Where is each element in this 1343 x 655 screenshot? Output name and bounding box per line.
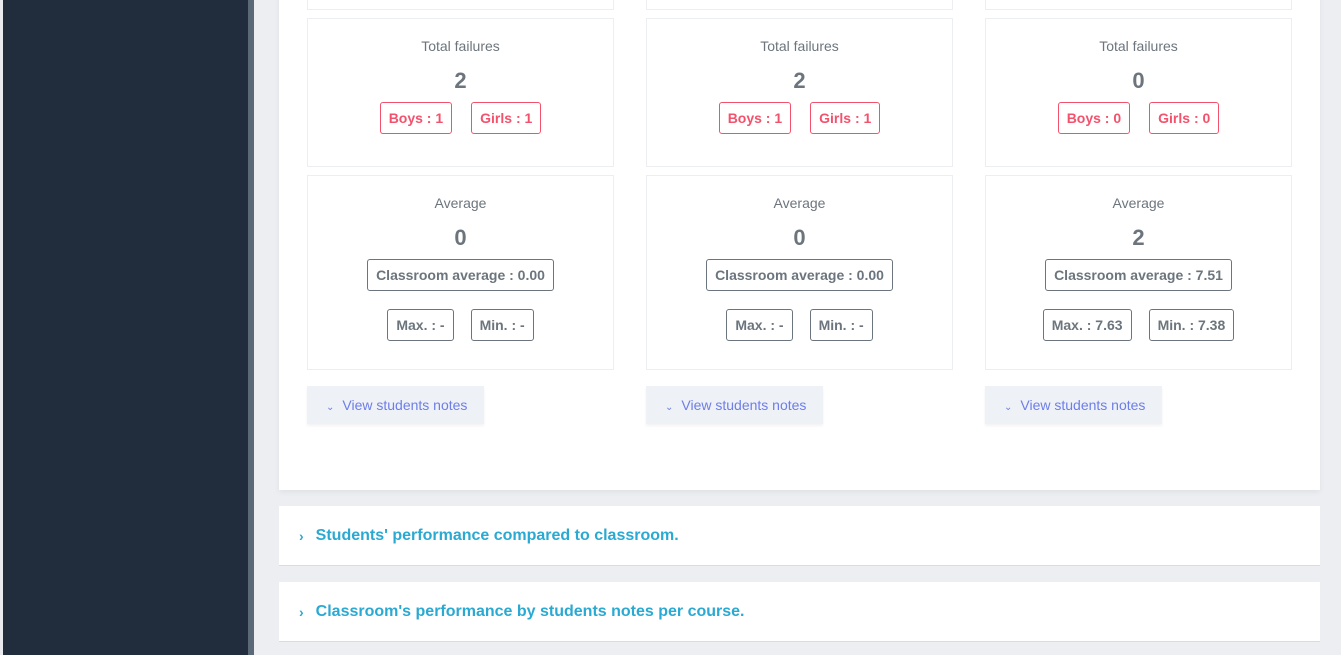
average-label: Average <box>773 195 826 211</box>
min-badge: Min. : - <box>809 309 873 341</box>
accordion-classroom-performance[interactable]: › Classroom's performance by students no… <box>279 582 1320 642</box>
max-badge: Max. : 7.63 <box>1042 309 1132 341</box>
stat-box <box>307 0 614 10</box>
classroom-average-badge: Classroom average : 0.00 <box>706 259 893 291</box>
classroom-average-badge: Classroom average : 7.51 <box>1045 259 1232 291</box>
girls-badge: Girls : 1 <box>810 102 881 134</box>
view-students-notes-button[interactable]: ⌄ View students notes <box>307 386 485 424</box>
sidebar-scrollbar[interactable] <box>248 0 254 655</box>
view-students-notes-button[interactable]: ⌄ View students notes <box>985 386 1163 424</box>
failures-value: 0 <box>1132 68 1145 93</box>
average-label: Average <box>1112 195 1165 211</box>
failures-label: Total failures <box>760 38 839 54</box>
average-label: Average <box>434 195 487 211</box>
average-value: 0 <box>793 225 806 250</box>
girls-badge: Girls : 1 <box>471 102 542 134</box>
girls-badge: Girls : 0 <box>1149 102 1220 134</box>
max-badge: Max. : - <box>726 309 793 341</box>
view-students-notes-button[interactable]: ⌄ View students notes <box>646 386 824 424</box>
page-edge <box>1341 0 1343 655</box>
average-box: Average 0 Classroom average : 0.00 Max. … <box>307 175 614 370</box>
accordion-title: Students' performance compared to classr… <box>315 526 679 544</box>
chevron-right-icon: › <box>299 527 304 544</box>
failures-label: Total failures <box>421 38 500 54</box>
accordion-students-performance[interactable]: › Students' performance compared to clas… <box>279 506 1320 566</box>
boys-badge: Boys : 1 <box>718 102 792 134</box>
failures-value: 2 <box>454 68 467 93</box>
average-box: Average 2 Classroom average : 7.51 Max. … <box>985 175 1292 370</box>
failures-value: 2 <box>793 68 806 93</box>
chevron-down-icon: ⌄ <box>1004 402 1013 413</box>
failures-label: Total failures <box>1099 38 1178 54</box>
average-value: 2 <box>1132 225 1145 250</box>
chevron-right-icon: › <box>299 603 304 620</box>
stat-box <box>985 0 1292 10</box>
average-box: Average 0 Classroom average : 0.00 Max. … <box>646 175 953 370</box>
boys-badge: Boys : 1 <box>379 102 453 134</box>
button-label: View students notes <box>342 397 468 413</box>
accordion-title: Classroom's performance by students note… <box>315 602 745 620</box>
stat-box <box>646 0 953 10</box>
max-badge: Max. : - <box>387 309 454 341</box>
failures-box: Total failures 2 Boys : 1 Girls : 1 <box>646 18 953 167</box>
boys-badge: Boys : 0 <box>1057 102 1131 134</box>
average-value: 0 <box>454 225 467 250</box>
min-badge: Min. : 7.38 <box>1148 309 1235 341</box>
classroom-average-badge: Classroom average : 0.00 <box>367 259 554 291</box>
chevron-down-icon: ⌄ <box>665 402 674 413</box>
button-label: View students notes <box>1020 397 1146 413</box>
min-badge: Min. : - <box>470 309 534 341</box>
failures-box: Total failures 0 Boys : 0 Girls : 0 <box>985 18 1292 167</box>
failures-box: Total failures 2 Boys : 1 Girls : 1 <box>307 18 614 167</box>
chevron-down-icon: ⌄ <box>326 402 335 413</box>
stats-card: Total failures 2 Boys : 1 Girls : 1 Aver… <box>279 0 1320 490</box>
button-label: View students notes <box>681 397 807 413</box>
sidebar <box>0 0 248 655</box>
